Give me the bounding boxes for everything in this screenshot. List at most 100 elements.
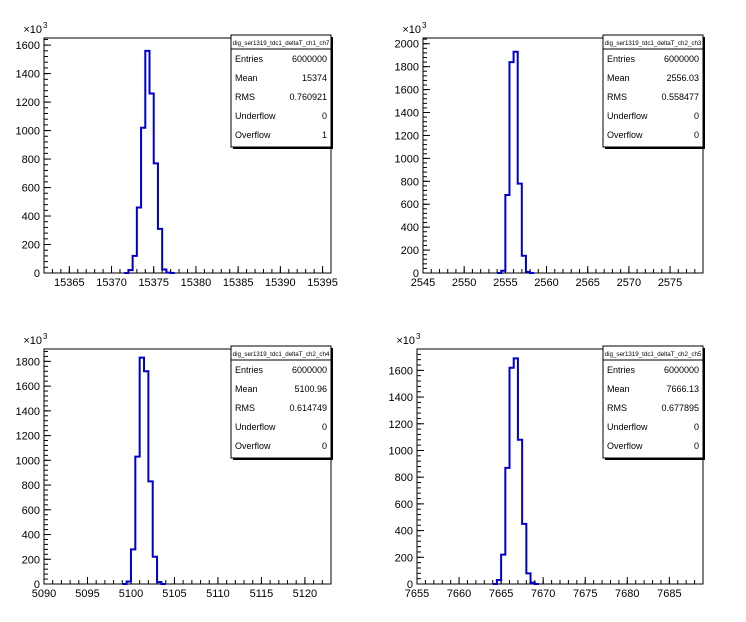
histogram-bin [154, 163, 158, 273]
histogram-bin [518, 440, 522, 584]
stats-box-title: dig_ser1319_tdc1_deltaT_ch2_ch3 [605, 40, 702, 47]
stats-label-underflow: Underflow [607, 111, 648, 121]
histogram-bin [158, 229, 162, 273]
histogram-bin [509, 62, 513, 273]
stats-value-underflow: 0 [322, 422, 327, 432]
histogram-line [497, 50, 535, 274]
stats-label-entries: Entries [235, 365, 264, 375]
stats-value-rms: 0.760921 [289, 92, 327, 102]
y-tick-label: 200 [395, 552, 413, 564]
stats-label-underflow: Underflow [235, 422, 276, 432]
stats-value-mean: 2556.03 [666, 73, 699, 83]
stats-box [230, 34, 332, 148]
stats-label-mean: Mean [235, 384, 258, 394]
histogram-bin [128, 270, 132, 273]
stats-label-mean: Mean [607, 384, 630, 394]
y-tick-label: 200 [22, 240, 40, 252]
stats-box-title: dig_ser1319_tdc1_deltaT_ch2_ch5 [605, 351, 702, 358]
y-tick-label: 800 [22, 480, 40, 492]
y-exponent-label: ×10 [402, 24, 421, 36]
histogram-bin [145, 51, 149, 273]
stats-label-entries: Entries [607, 365, 636, 375]
y-tick-label: 1400 [16, 69, 40, 81]
x-tick-label: 5120 [293, 588, 317, 600]
y-tick-label: 200 [22, 554, 40, 566]
stats-label-entries: Entries [607, 54, 636, 64]
stats-value-mean: 15374 [302, 73, 327, 83]
x-tick-label: 15370 [96, 277, 127, 289]
stats-value-underflow: 0 [322, 111, 327, 121]
x-tick-label: 15375 [138, 277, 169, 289]
x-tick-label: 5090 [32, 588, 56, 600]
histogram-line [122, 356, 166, 585]
histogram-bin [501, 555, 505, 584]
x-tick-label: 15390 [265, 277, 296, 289]
y-tick-label: 1800 [395, 62, 419, 74]
x-tick-label: 5095 [75, 588, 99, 600]
stats-box [602, 345, 704, 459]
y-tick-label: 1600 [395, 85, 419, 97]
x-tick-label: 7665 [489, 588, 513, 600]
stats-value-underflow: 0 [694, 111, 699, 121]
histogram-bin [514, 358, 518, 584]
stats-value-rms: 0.614749 [289, 403, 327, 413]
y-exponent-label: ×10 [396, 335, 415, 347]
x-tick-label: 2570 [617, 277, 641, 289]
y-tick-label: 1600 [389, 365, 413, 377]
stats-label-overflow: Overflow [235, 441, 271, 451]
stats-box-title: dig_ser1319_tdc1_deltaT_ch2_ch4 [233, 351, 330, 358]
histogram-bin [522, 256, 526, 273]
x-tick-label: 2555 [493, 277, 517, 289]
histogram-bin [135, 457, 139, 584]
stats-label-overflow: Overflow [607, 130, 643, 140]
y-exponent-base: ×10 [402, 24, 421, 36]
histogram-bin [133, 256, 137, 273]
y-tick-label: 1200 [395, 130, 419, 142]
y-tick-label: 1600 [16, 40, 40, 52]
histogram-bin [501, 271, 505, 273]
y-tick-label: 1000 [389, 445, 413, 457]
histogram-panel-4: 0 200 400 600 800 1000 1200 1400 1600 7655 7660 766… [389, 332, 705, 600]
stats-box-title: dig_ser1319_tdc1_deltaT_ch1_ch7 [233, 40, 330, 47]
stats-label-overflow: Overflow [235, 130, 271, 140]
x-tick-label: 7675 [573, 588, 597, 600]
x-tick-label: 2560 [534, 277, 558, 289]
plot-frame [43, 348, 332, 585]
y-exponent-label: ×10 [23, 335, 42, 347]
histogram-bin [137, 207, 141, 273]
stats-value-overflow: 0 [322, 441, 327, 451]
x-tick-label: 7680 [615, 588, 639, 600]
y-tick-label: 600 [22, 505, 40, 517]
x-tick-label: 7655 [405, 588, 429, 600]
x-tick-label: 7660 [447, 588, 471, 600]
histogram-bin [131, 549, 135, 584]
y-tick-label: 1800 [16, 356, 40, 368]
x-tick-label: 7685 [657, 588, 681, 600]
y-tick-label: 600 [401, 199, 419, 211]
histogram-bin [522, 524, 526, 584]
stats-value-rms: 0.677895 [661, 403, 699, 413]
stats-label-rms: RMS [235, 92, 255, 102]
histogram-bin [505, 468, 509, 584]
x-tick-label: 2550 [452, 277, 476, 289]
y-tick-label: 0 [34, 579, 40, 591]
histogram-bin [505, 195, 509, 273]
y-tick-label: 1400 [16, 406, 40, 418]
histogram-panel-3: 0 200 400 600 800 1000 1200 1400 1600 1800 5090 509… [16, 332, 333, 600]
histogram-panel-2: 0 200 400 600 800 1000 1200 1400 1600 1800 2000 254… [395, 21, 705, 289]
stats-value-entries: 6000000 [664, 365, 699, 375]
y-exponent-power: 3 [43, 21, 48, 30]
y-tick-label: 1200 [16, 97, 40, 109]
y-tick-label: 2000 [395, 39, 419, 51]
stats-value-entries: 6000000 [664, 54, 699, 64]
stats-label-mean: Mean [235, 73, 258, 83]
histogram-bin [514, 52, 518, 273]
stats-label-mean: Mean [607, 73, 630, 83]
stats-label-entries: Entries [235, 54, 264, 64]
y-exponent-base: ×10 [23, 335, 42, 347]
histogram-bin [153, 557, 157, 584]
y-exponent-power: 3 [416, 332, 421, 341]
stats-label-rms: RMS [607, 403, 627, 413]
histogram-bin [526, 573, 530, 584]
x-tick-label: 15395 [307, 277, 338, 289]
